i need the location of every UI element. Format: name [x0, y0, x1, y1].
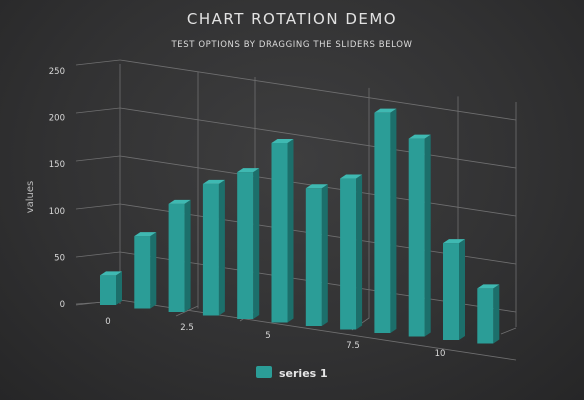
bars	[100, 108, 500, 344]
y-axis-ticks: 0 50 100 150 200 250	[49, 67, 65, 310]
bar-top	[374, 108, 397, 113]
bar-front	[237, 172, 254, 319]
legend[interactable]: series 1	[256, 366, 328, 380]
x-tick-label: 10	[435, 349, 446, 359]
bar-side	[459, 239, 465, 340]
bar-front	[168, 203, 185, 312]
bar-top	[443, 239, 465, 244]
bar-front	[443, 243, 459, 340]
bar[interactable]	[340, 174, 363, 330]
bar-top	[340, 174, 363, 179]
x-axis-ticks: 0 2.5 5 7.5 10	[105, 317, 445, 359]
bar-side	[116, 271, 122, 305]
y-tick-label: 200	[49, 114, 65, 124]
gridline-left-150	[75, 155, 121, 162]
bar-side	[253, 168, 260, 319]
bar-side	[424, 134, 431, 337]
gridline-left-250	[75, 59, 121, 66]
bar[interactable]	[443, 239, 465, 340]
bar[interactable]	[271, 138, 294, 323]
bar[interactable]	[477, 284, 500, 344]
bar-top	[202, 179, 225, 184]
legend-label: series 1	[279, 367, 328, 380]
bar-front	[134, 236, 151, 309]
bar-front	[271, 142, 288, 323]
y-tick-label: 50	[54, 253, 65, 263]
bar-side	[287, 138, 294, 323]
x-tick-label: 7.5	[346, 341, 360, 351]
bar-top	[408, 134, 431, 139]
gridline-left-100	[75, 203, 121, 210]
bar-side	[390, 108, 397, 334]
bar-top	[477, 284, 500, 289]
gridline-left-50	[75, 251, 121, 258]
bar[interactable]	[168, 199, 191, 312]
floor-line-1	[175, 305, 199, 317]
bar-top	[237, 168, 260, 173]
bar-side	[184, 199, 191, 312]
bar-front	[340, 178, 357, 330]
bar-front	[477, 288, 494, 344]
bar[interactable]	[202, 179, 225, 316]
floor-line-5	[500, 327, 517, 335]
y-tick-label: 250	[49, 67, 65, 77]
bar-top	[100, 271, 122, 276]
bar[interactable]	[100, 271, 122, 305]
bar[interactable]	[237, 168, 260, 319]
bar-front	[408, 138, 425, 337]
x-tick-label: 2.5	[180, 323, 194, 333]
bar-side	[356, 174, 363, 330]
y-tick-label: 100	[49, 207, 65, 217]
bar[interactable]	[134, 232, 157, 309]
y-tick-label: 150	[49, 160, 65, 170]
bar-front	[374, 112, 391, 334]
bar-top	[134, 232, 157, 237]
bar-top	[271, 138, 294, 143]
gridline-left-200	[75, 107, 121, 114]
bar-top	[168, 199, 191, 204]
x-tick-label: 0	[105, 317, 110, 327]
gridline-back-250	[119, 59, 517, 121]
bar-side	[321, 184, 328, 326]
bar[interactable]	[305, 184, 328, 326]
bar[interactable]	[374, 108, 397, 334]
y-axis-label: values	[25, 181, 36, 214]
bar-front	[202, 183, 219, 316]
bar-front	[100, 275, 116, 305]
bar-side	[150, 232, 157, 309]
bar-front	[305, 188, 322, 326]
x-tick-label: 5	[265, 331, 270, 341]
y-tick-label: 0	[60, 300, 65, 310]
bar-side	[218, 179, 225, 316]
gridline-back-200	[119, 107, 517, 169]
chart-subtitle: TEST OPTIONS BY DRAGGING THE SLIDERS BEL…	[170, 40, 412, 50]
bar[interactable]	[408, 134, 431, 337]
bar-side	[493, 284, 500, 344]
bar-top	[305, 184, 328, 189]
chart-title: CHART ROTATION DEMO	[187, 10, 397, 28]
legend-swatch	[256, 366, 272, 378]
